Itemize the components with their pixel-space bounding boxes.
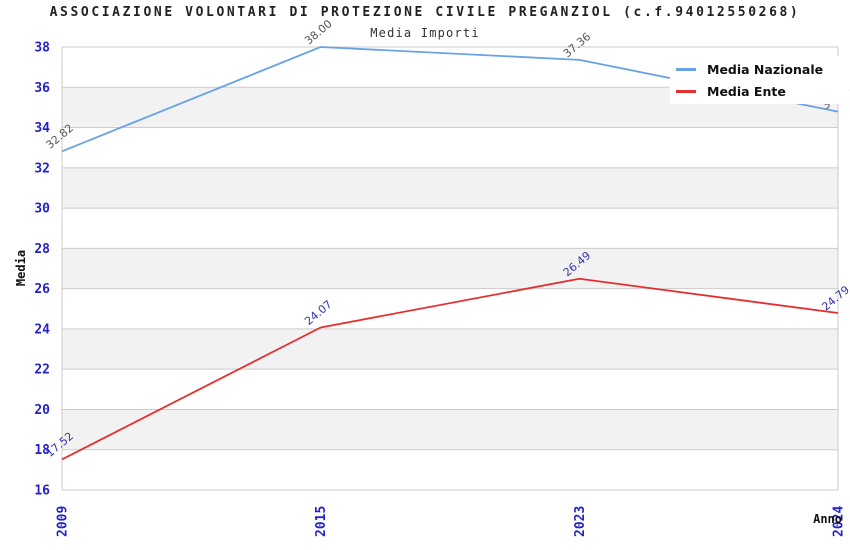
legend: Media Nazionale Media Ente [670, 56, 848, 104]
y-axis-title: Media [14, 250, 28, 286]
chart-generated-layers: 32.8238.0037.3634.7917.5224.0726.4924.79… [34, 17, 850, 537]
y-tick-label: 32 [34, 161, 50, 176]
y-tick-label: 16 [34, 484, 50, 499]
y-tick-label: 30 [34, 202, 50, 217]
chart-subtitle: Media Importi [370, 26, 480, 40]
point-label: 37.36 [561, 30, 593, 60]
y-tick-label: 20 [34, 403, 50, 418]
plot-band [62, 248, 838, 289]
chart-title: ASSOCIAZIONE VOLONTARI DI PROTEZIONE CIV… [49, 5, 801, 20]
y-tick-label: 24 [34, 322, 50, 337]
x-tick-label: 2015 [314, 506, 329, 537]
legend-item-media-nazionale: Media Nazionale [676, 62, 848, 77]
y-tick-label: 28 [34, 242, 50, 257]
x-tick-label: 2009 [56, 506, 71, 537]
y-tick-label: 26 [34, 282, 50, 297]
y-tick-label: 34 [34, 121, 50, 136]
legend-label: Media Ente [707, 83, 786, 99]
plot-band [62, 328, 838, 370]
y-tick-label: 22 [34, 363, 50, 378]
legend-label: Media Nazionale [707, 61, 824, 77]
legend-line-marker-blue [676, 67, 696, 71]
legend-line-marker-red [676, 89, 696, 93]
legend-item-media-ente: Media Ente [676, 84, 848, 99]
y-tick-label: 18 [34, 443, 50, 458]
y-tick-label: 38 [34, 41, 50, 56]
point-label: 24.07 [302, 298, 334, 328]
x-tick-label: 2024 [832, 506, 847, 537]
plot-band [62, 409, 838, 450]
y-tick-label: 36 [34, 81, 50, 96]
x-axis-title: Anno [813, 512, 842, 526]
x-tick-label: 2023 [573, 506, 588, 537]
series-line-media-ente [61, 277, 839, 461]
plot-band [62, 167, 838, 209]
point-label: 38.00 [302, 17, 334, 47]
plot-border [61, 46, 839, 491]
